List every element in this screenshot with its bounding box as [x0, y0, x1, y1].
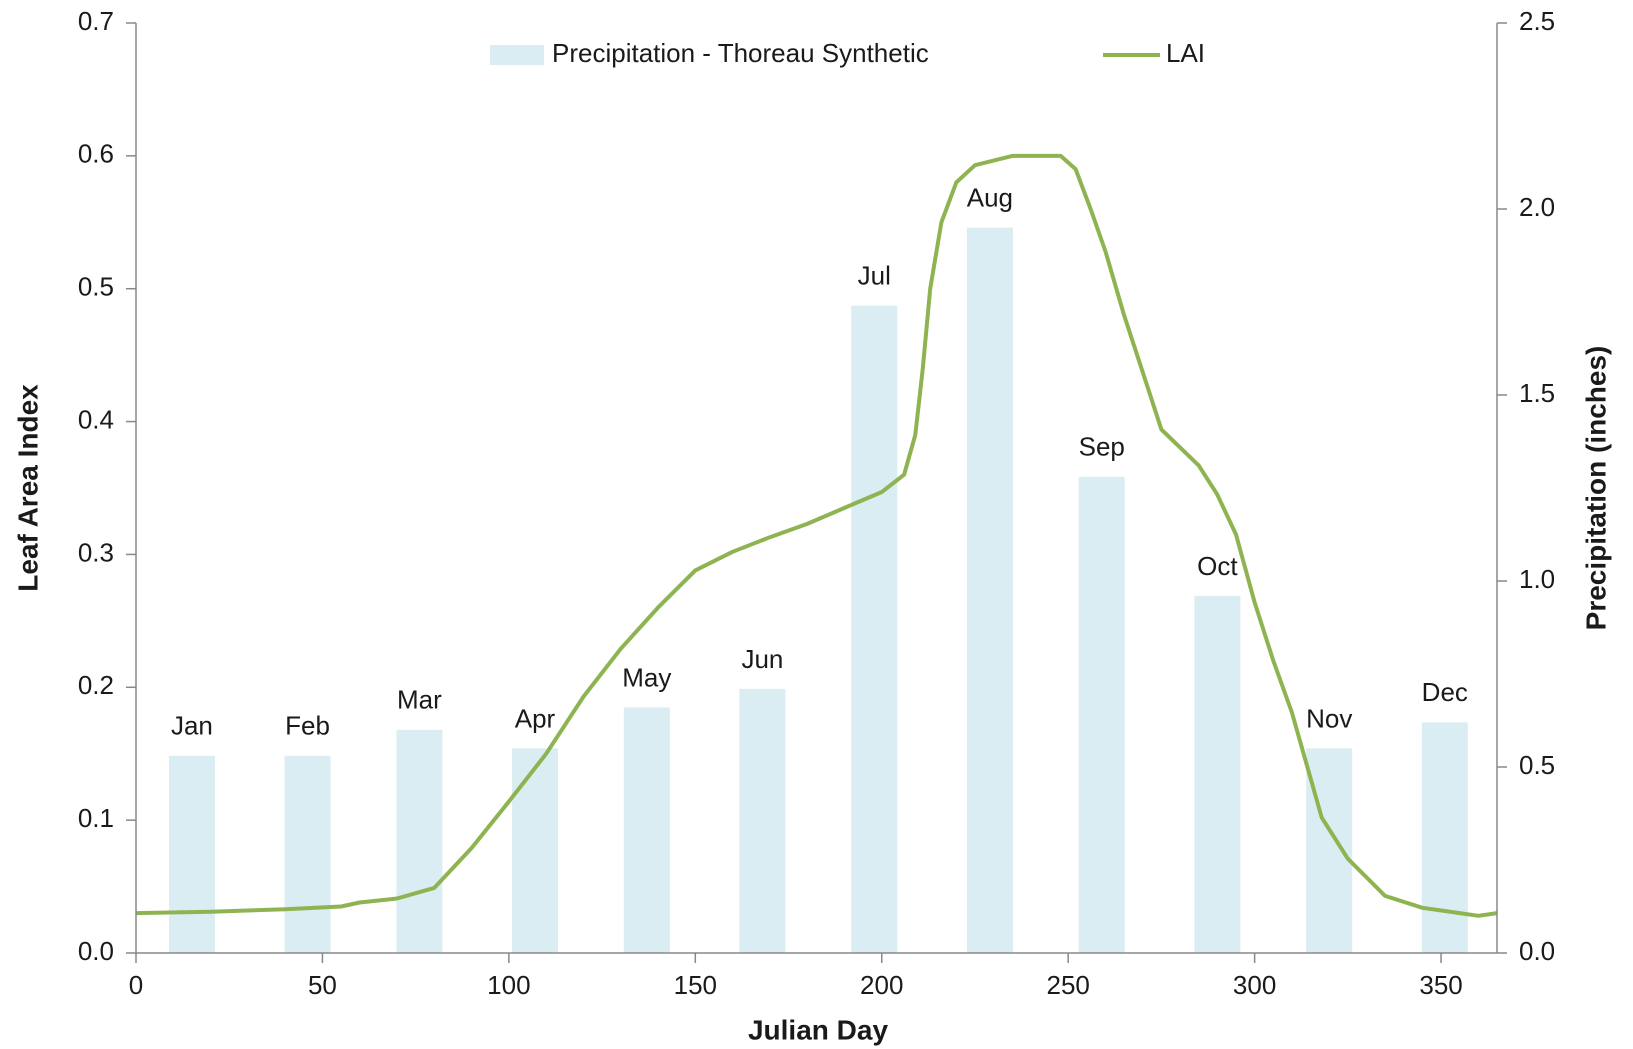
- bar-label: Jan: [171, 711, 213, 741]
- y-tick-label: 0.4: [78, 404, 114, 434]
- bar-label: Dec: [1422, 677, 1468, 707]
- bar: [396, 729, 443, 953]
- legend-label: LAI: [1166, 38, 1205, 68]
- bar: [623, 707, 670, 953]
- bar-label: Feb: [285, 711, 330, 741]
- x-axis-title: Julian Day: [748, 1014, 888, 1045]
- y2-axis-title: Precipitation (inches): [1580, 346, 1611, 631]
- x-tick-label: 250: [1046, 970, 1089, 1000]
- x-tick-label: 200: [860, 970, 903, 1000]
- bar-label: Mar: [397, 685, 442, 715]
- y2-tick-label: 2.5: [1519, 6, 1555, 36]
- bar-label: Jun: [741, 644, 783, 674]
- x-tick-label: 100: [487, 970, 530, 1000]
- bar: [511, 748, 558, 953]
- bar: [168, 755, 215, 953]
- bar: [1306, 748, 1353, 953]
- bar: [1421, 722, 1468, 953]
- bar: [739, 688, 786, 953]
- y2-tick-label: 1.5: [1519, 378, 1555, 408]
- legend-label: Precipitation - Thoreau Synthetic: [552, 38, 929, 68]
- y-tick-label: 0.0: [78, 936, 114, 966]
- legend-swatch: [490, 45, 544, 65]
- lai-line: [135, 153, 1498, 918]
- bar: [1078, 476, 1125, 953]
- y-tick-label: 0.3: [78, 537, 114, 567]
- x-tick-label: 0: [129, 970, 143, 1000]
- bar-label: Jul: [858, 261, 891, 291]
- y-tick-label: 0.2: [78, 670, 114, 700]
- x-tick-label: 50: [308, 970, 337, 1000]
- y-tick-label: 0.5: [78, 272, 114, 302]
- bar: [1194, 595, 1241, 953]
- x-tick-label: 350: [1419, 970, 1462, 1000]
- y2-tick-label: 2.0: [1519, 192, 1555, 222]
- y2-tick-label: 1.0: [1519, 564, 1555, 594]
- y-tick-label: 0.1: [78, 803, 114, 833]
- bar-label: Apr: [515, 703, 556, 733]
- bar-label: Sep: [1079, 432, 1125, 462]
- bar: [966, 227, 1013, 954]
- bar-label: Aug: [967, 182, 1013, 212]
- bar-label: Oct: [1197, 551, 1238, 581]
- y-tick-label: 0.6: [78, 139, 114, 169]
- x-tick-label: 150: [674, 970, 717, 1000]
- y-tick-label: 0.7: [78, 6, 114, 36]
- y-axis-title: Leaf Area Index: [12, 384, 43, 592]
- bar: [851, 305, 898, 954]
- bar: [284, 755, 331, 953]
- y2-tick-label: 0.0: [1519, 936, 1555, 966]
- y2-tick-label: 0.5: [1519, 750, 1555, 780]
- bar-label: May: [622, 662, 671, 692]
- x-tick-label: 300: [1233, 970, 1276, 1000]
- bar-label: Nov: [1306, 703, 1352, 733]
